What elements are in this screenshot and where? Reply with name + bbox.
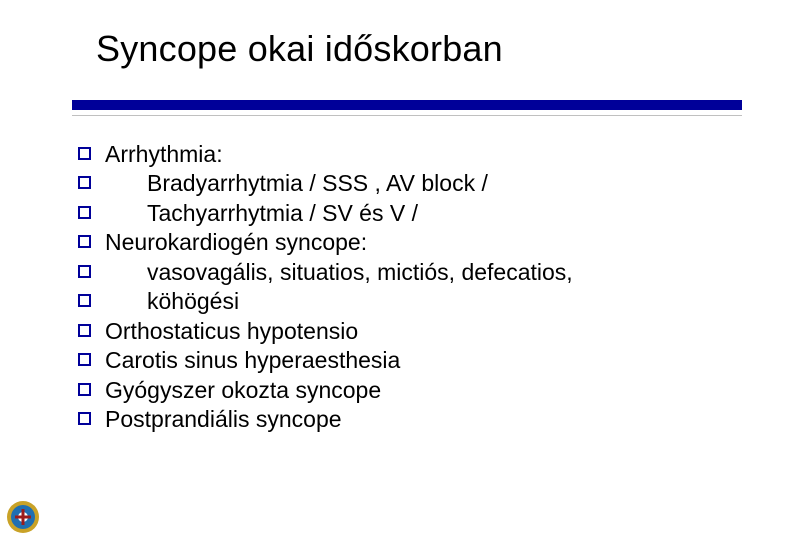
list-item: Bradyarrhytmia / SSS , AV block / xyxy=(78,169,738,198)
slide: Syncope okai időskorban Arrhythmia: Brad… xyxy=(0,0,810,540)
list-item-text: Arrhythmia: xyxy=(105,140,738,169)
list-item: Postprandiális syncope xyxy=(78,405,738,434)
list-item: Gyógyszer okozta syncope xyxy=(78,376,738,405)
square-bullet-icon xyxy=(78,353,91,366)
list-item-text: Carotis sinus hyperaesthesia xyxy=(105,346,738,375)
bullet-list: Arrhythmia: Bradyarrhytmia / SSS , AV bl… xyxy=(78,140,738,434)
list-item-text: Postprandiális syncope xyxy=(105,405,738,434)
title-rule-thin xyxy=(72,115,742,116)
title-rule-thick xyxy=(72,100,742,110)
list-item-text: Gyógyszer okozta syncope xyxy=(105,376,738,405)
list-item-text: Orthostaticus hypotensio xyxy=(105,317,738,346)
square-bullet-icon xyxy=(78,383,91,396)
list-item: Tachyarrhytmia / SV és V / xyxy=(78,199,738,228)
list-item: Neurokardiogén syncope: xyxy=(78,228,738,257)
list-item: köhögési xyxy=(78,287,738,316)
square-bullet-icon xyxy=(78,324,91,337)
list-item-text: Bradyarrhytmia / SSS , AV block / xyxy=(105,169,738,198)
list-item: vasovagális, situatios, mictiós, defecat… xyxy=(78,258,738,287)
footer-logo-icon xyxy=(6,500,40,534)
square-bullet-icon xyxy=(78,265,91,278)
square-bullet-icon xyxy=(78,235,91,248)
square-bullet-icon xyxy=(78,176,91,189)
square-bullet-icon xyxy=(78,294,91,307)
square-bullet-icon xyxy=(78,206,91,219)
square-bullet-icon xyxy=(78,412,91,425)
square-bullet-icon xyxy=(78,147,91,160)
list-item-text: vasovagális, situatios, mictiós, defecat… xyxy=(105,258,738,287)
list-item-text: Neurokardiogén syncope: xyxy=(105,228,738,257)
list-item: Arrhythmia: xyxy=(78,140,738,169)
list-item-text: Tachyarrhytmia / SV és V / xyxy=(105,199,738,228)
slide-title: Syncope okai időskorban xyxy=(96,28,503,70)
list-item-text: köhögési xyxy=(105,287,738,316)
list-item: Carotis sinus hyperaesthesia xyxy=(78,346,738,375)
list-item: Orthostaticus hypotensio xyxy=(78,317,738,346)
